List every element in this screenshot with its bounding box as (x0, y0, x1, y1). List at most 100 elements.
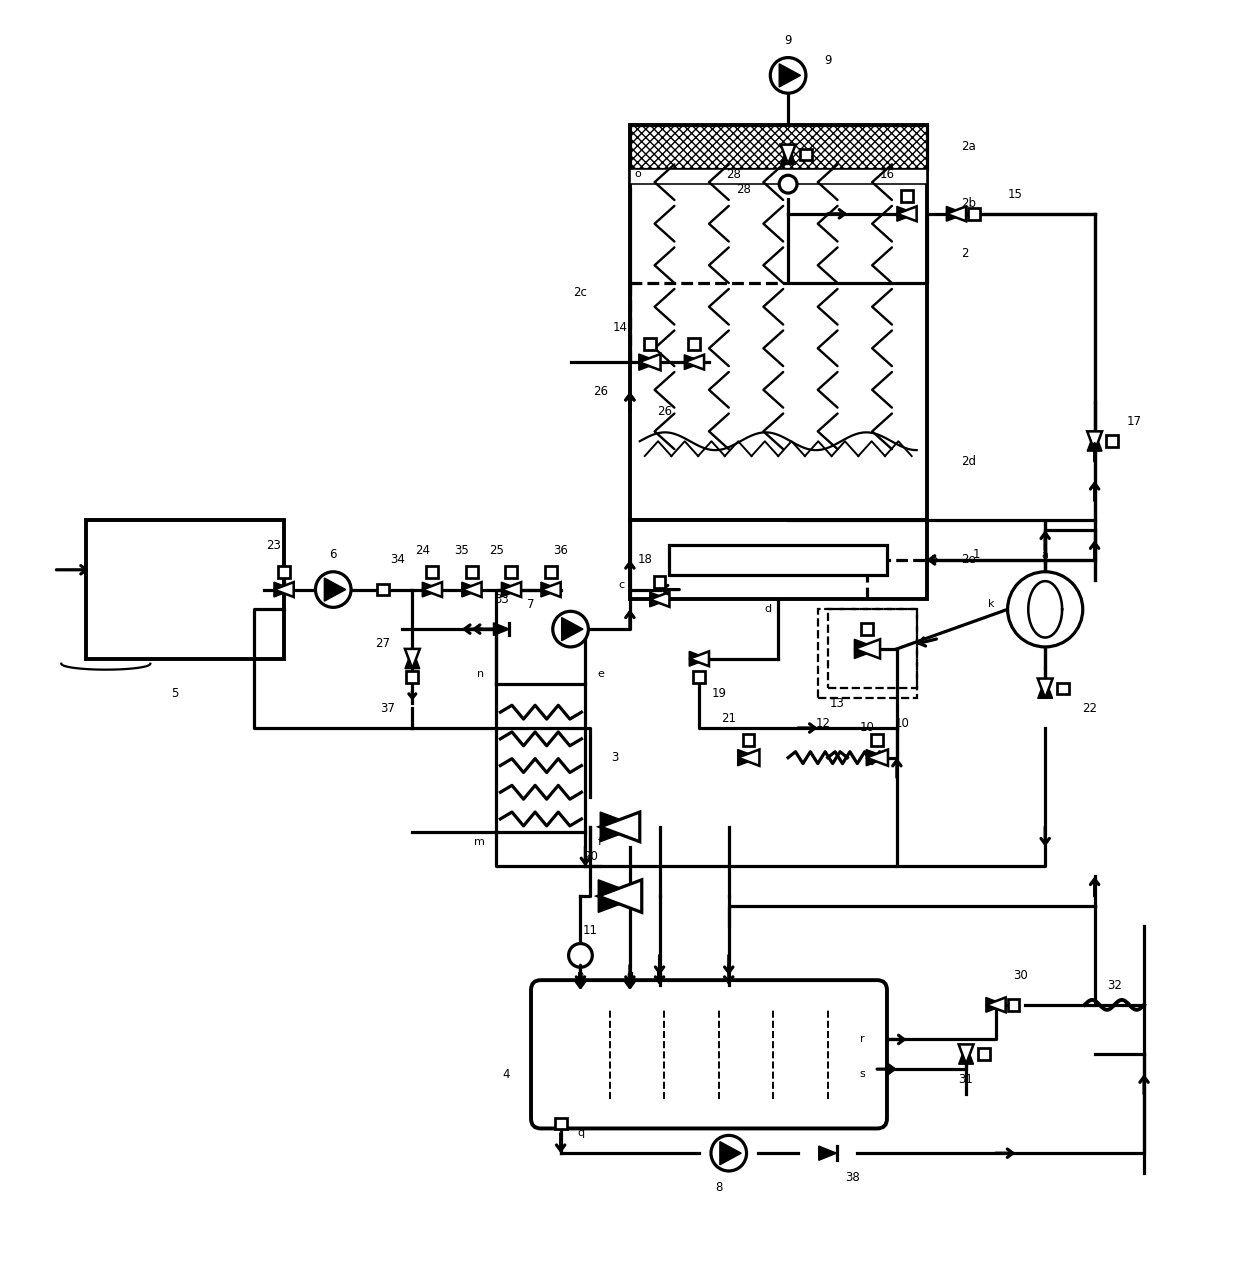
Polygon shape (562, 618, 583, 641)
Text: a: a (1042, 550, 1049, 560)
Polygon shape (959, 1045, 973, 1064)
Text: k: k (987, 600, 994, 609)
Bar (688, 339, 701, 350)
Text: 30: 30 (1013, 968, 1028, 982)
Polygon shape (738, 749, 759, 766)
Text: s: s (859, 1069, 866, 1079)
Polygon shape (781, 145, 796, 165)
Polygon shape (1087, 431, 1102, 451)
Text: d: d (765, 605, 771, 614)
Text: 9: 9 (823, 54, 831, 67)
Text: i: i (727, 971, 730, 980)
Text: j: j (1044, 659, 1047, 669)
Text: 27: 27 (376, 637, 391, 651)
Bar (693, 670, 706, 683)
Polygon shape (1087, 431, 1102, 451)
Text: 25: 25 (489, 544, 503, 556)
Text: e: e (598, 669, 604, 679)
Polygon shape (781, 145, 796, 165)
Polygon shape (689, 651, 709, 666)
Text: 15: 15 (1008, 188, 1023, 201)
Bar (900, 191, 913, 202)
Circle shape (779, 175, 797, 193)
Bar (968, 208, 980, 220)
Text: f: f (598, 836, 601, 847)
Text: 7: 7 (527, 597, 534, 611)
Text: 12: 12 (815, 716, 831, 729)
Polygon shape (818, 1146, 837, 1160)
Text: 2b: 2b (961, 197, 976, 211)
Text: 10: 10 (859, 721, 874, 734)
Text: 36: 36 (553, 544, 568, 556)
Polygon shape (650, 592, 670, 606)
Polygon shape (1038, 679, 1053, 698)
Text: 14: 14 (613, 321, 627, 334)
Bar (544, 565, 557, 578)
Text: 16: 16 (879, 168, 894, 180)
Text: 6: 6 (330, 549, 337, 561)
Text: 10: 10 (894, 716, 909, 729)
Bar (800, 148, 812, 160)
Text: m: m (474, 836, 485, 847)
Polygon shape (867, 749, 888, 766)
Bar (630, 169, 926, 184)
Polygon shape (946, 206, 966, 221)
Circle shape (553, 611, 588, 647)
Bar (978, 1049, 990, 1060)
Polygon shape (274, 582, 294, 597)
Text: g: g (626, 971, 634, 980)
Bar (466, 565, 477, 578)
Bar (743, 734, 754, 746)
Text: 2a: 2a (961, 141, 976, 153)
Polygon shape (897, 206, 916, 221)
Text: 11: 11 (583, 925, 598, 938)
Polygon shape (405, 648, 420, 669)
Polygon shape (461, 582, 481, 597)
Text: 1: 1 (972, 549, 980, 561)
Polygon shape (274, 582, 294, 597)
Text: 26: 26 (657, 405, 672, 418)
Text: 19: 19 (712, 687, 727, 700)
Bar (653, 576, 666, 587)
Text: 2c: 2c (574, 286, 588, 299)
Bar (670, 545, 887, 574)
Text: 4: 4 (502, 1068, 510, 1081)
Text: r: r (861, 1035, 864, 1045)
Polygon shape (779, 64, 801, 87)
Text: 20: 20 (583, 851, 598, 863)
Circle shape (1008, 572, 1083, 647)
Text: b: b (931, 555, 939, 565)
Polygon shape (600, 812, 640, 842)
Text: 21: 21 (722, 711, 737, 725)
Bar (1008, 999, 1019, 1010)
Polygon shape (423, 582, 441, 597)
Circle shape (711, 1136, 746, 1172)
Text: o: o (635, 169, 641, 179)
Polygon shape (598, 880, 642, 912)
Polygon shape (959, 1045, 973, 1064)
Polygon shape (946, 206, 966, 221)
Text: 9: 9 (785, 35, 792, 47)
Bar (872, 734, 883, 746)
Bar (278, 565, 290, 578)
Bar (827, 609, 916, 688)
Bar (554, 1118, 567, 1129)
Bar (505, 565, 517, 578)
Bar (407, 670, 418, 683)
Polygon shape (405, 648, 420, 669)
Text: 35: 35 (454, 544, 469, 556)
Polygon shape (684, 354, 704, 370)
Polygon shape (738, 749, 759, 766)
Bar (1056, 683, 1069, 694)
Polygon shape (689, 651, 709, 666)
Bar (630, 125, 926, 521)
Polygon shape (639, 354, 661, 371)
Polygon shape (720, 1142, 742, 1165)
Bar (86, 521, 284, 659)
Text: 38: 38 (844, 1172, 859, 1184)
Text: 2d: 2d (961, 454, 976, 468)
Text: 26: 26 (593, 385, 608, 398)
Polygon shape (639, 354, 661, 371)
Circle shape (770, 58, 806, 93)
Polygon shape (684, 354, 704, 370)
